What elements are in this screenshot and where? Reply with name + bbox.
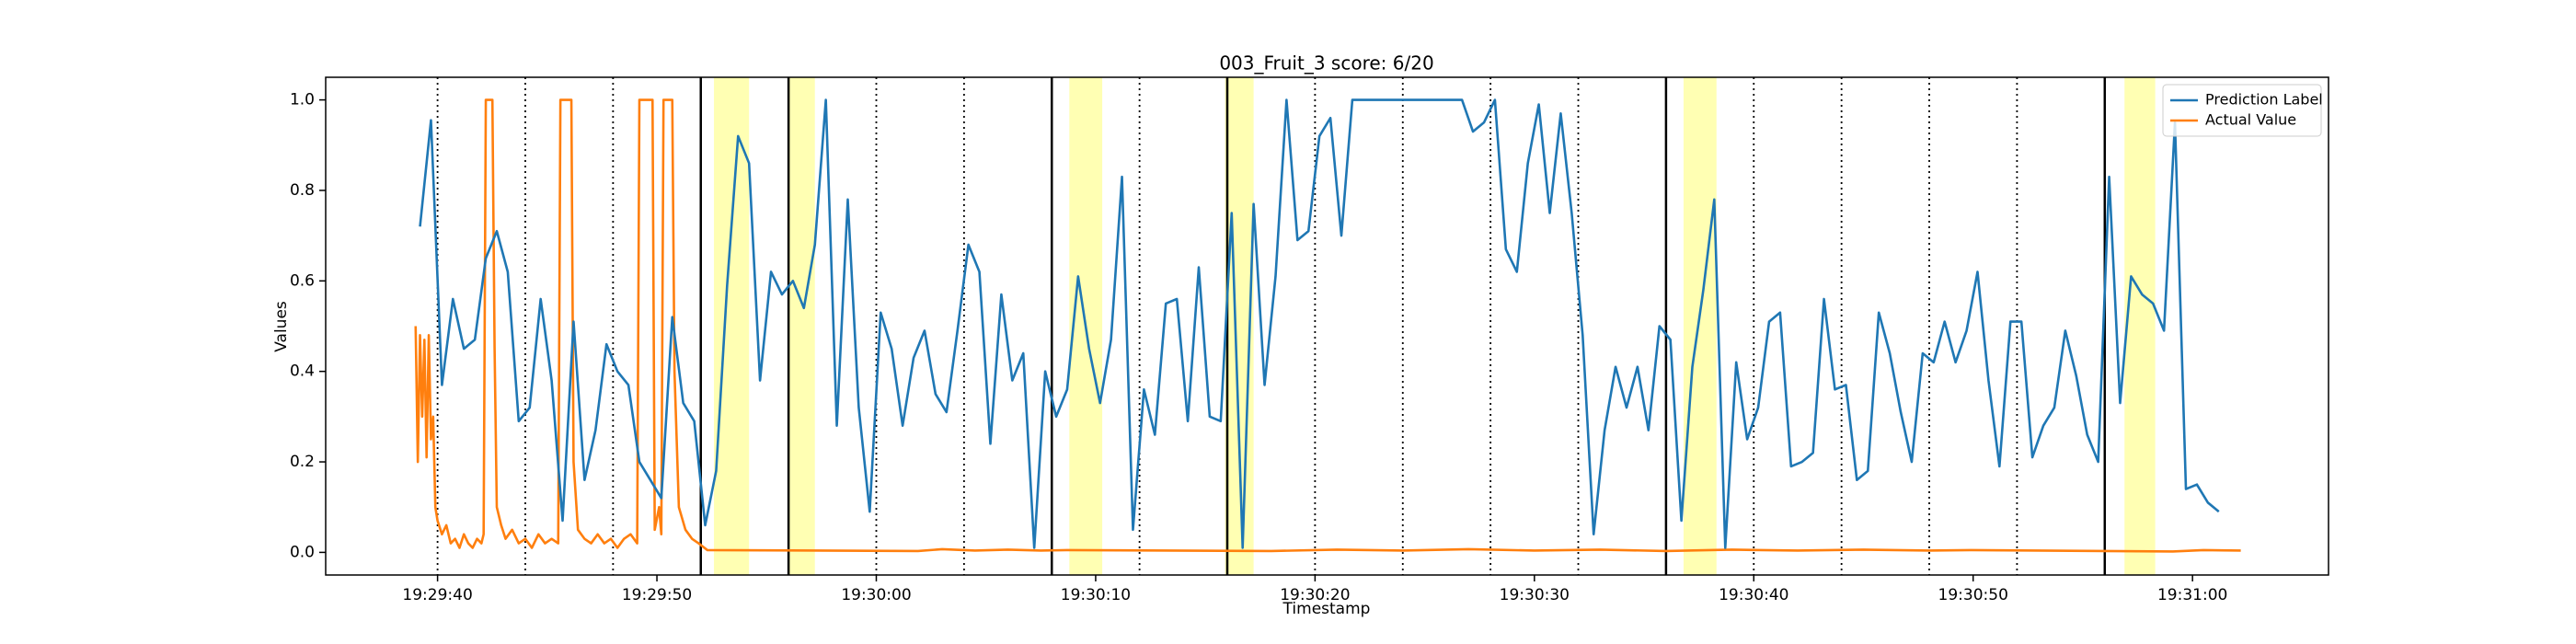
- highlight-span: [1683, 77, 1717, 575]
- legend-label: Prediction Label: [2205, 91, 2323, 109]
- highlight-span: [788, 77, 815, 575]
- x-tick-label: 19:29:50: [622, 586, 692, 604]
- x-tick-label: 19:30:50: [1938, 586, 2008, 604]
- x-tick-label: 19:30:00: [841, 586, 911, 604]
- x-tick-label: 19:31:00: [2157, 586, 2227, 604]
- legend-label: Actual Value: [2205, 111, 2296, 129]
- chart-title: 003_Fruit_3 score: 6/20: [1219, 52, 1433, 75]
- series-line: [414, 98, 2241, 553]
- highlight-span: [714, 77, 750, 575]
- y-tick-label: 0.0: [290, 543, 315, 561]
- x-tick-label: 19:30:10: [1061, 586, 1131, 604]
- y-tick-label: 0.4: [290, 362, 315, 381]
- plot-frame: [325, 76, 2329, 576]
- y-tick-label: 0.6: [290, 271, 315, 290]
- y-tick-label: 1.0: [290, 91, 315, 109]
- y-axis-label: Values: [272, 301, 291, 352]
- x-tick-label: 19:30:20: [1280, 586, 1350, 604]
- x-tick-label: 19:30:40: [1719, 586, 1788, 604]
- x-tick-label: 19:30:30: [1500, 586, 1570, 604]
- x-tick-label: 19:29:40: [402, 586, 472, 604]
- series-line: [419, 98, 2220, 549]
- y-tick-label: 0.8: [290, 181, 315, 200]
- legend-box: [2162, 84, 2322, 137]
- x-axis-label: Timestamp: [1282, 600, 1371, 618]
- y-tick-label: 0.2: [290, 453, 315, 471]
- highlight-span: [2124, 77, 2156, 575]
